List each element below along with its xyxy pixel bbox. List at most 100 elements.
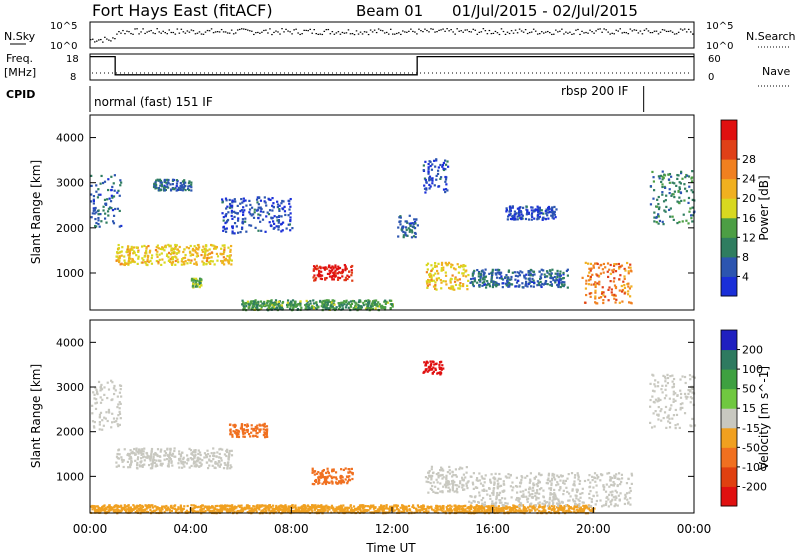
data-cell xyxy=(344,301,348,304)
data-cell xyxy=(584,261,587,264)
data-cell xyxy=(334,264,337,267)
data-cell xyxy=(311,510,314,513)
noise-mark xyxy=(583,32,585,34)
nave-label: Nave xyxy=(762,65,790,78)
noise-mark xyxy=(190,29,193,31)
data-cell xyxy=(424,476,428,479)
data-cell xyxy=(351,299,355,303)
data-cell xyxy=(283,210,287,213)
data-cell xyxy=(548,505,551,508)
data-cell xyxy=(174,186,177,190)
data-cell xyxy=(159,179,163,183)
data-cell xyxy=(499,273,502,276)
data-cell xyxy=(523,276,526,279)
data-cell xyxy=(540,285,543,289)
data-cell xyxy=(103,393,106,396)
data-cell xyxy=(676,221,679,225)
data-cell xyxy=(348,479,352,482)
cpid-mode-rbsp: rbsp 200 IF xyxy=(561,84,628,98)
data-cell xyxy=(189,251,192,254)
data-cell xyxy=(547,472,551,475)
data-cell xyxy=(615,298,618,301)
noise-mark xyxy=(357,33,360,35)
data-cell xyxy=(447,261,451,264)
data-cell xyxy=(118,384,122,387)
data-cell xyxy=(452,479,455,482)
data-cell xyxy=(517,504,521,508)
data-cell xyxy=(130,509,133,512)
data-cell xyxy=(117,425,120,428)
noise-mark xyxy=(657,33,660,35)
data-cell xyxy=(167,181,170,184)
noise-mark xyxy=(154,32,156,35)
data-cell xyxy=(188,510,191,514)
data-cell xyxy=(139,504,142,507)
data-cell xyxy=(185,509,188,512)
data-cell xyxy=(415,510,418,513)
data-cell xyxy=(155,183,158,187)
data-cell xyxy=(112,195,116,198)
data-cell xyxy=(571,498,575,501)
data-cell xyxy=(319,267,322,270)
data-cell xyxy=(230,209,234,212)
data-cell xyxy=(116,395,119,398)
data-cell xyxy=(189,254,192,257)
data-cell xyxy=(524,488,527,491)
data-cell xyxy=(259,210,262,213)
noise-mark xyxy=(538,33,541,35)
data-cell xyxy=(522,505,525,509)
data-cell xyxy=(259,424,262,427)
data-cell xyxy=(343,263,346,267)
data-cell xyxy=(414,232,417,235)
data-cell xyxy=(329,266,333,269)
data-cell xyxy=(156,464,159,467)
data-cell xyxy=(148,457,151,460)
data-cell xyxy=(278,204,281,207)
data-cell xyxy=(514,285,517,288)
data-cell xyxy=(198,280,201,283)
data-cell xyxy=(116,423,119,426)
data-cell xyxy=(406,509,409,513)
data-cell xyxy=(433,184,436,187)
data-cell xyxy=(288,223,292,226)
data-cell xyxy=(175,182,179,185)
noise-mark xyxy=(567,32,569,34)
data-cell xyxy=(618,278,621,281)
data-cell xyxy=(142,258,145,262)
data-cell xyxy=(261,424,264,427)
noise-mark xyxy=(500,28,503,30)
data-cell xyxy=(250,307,254,310)
data-cell xyxy=(98,420,101,424)
data-cell xyxy=(279,306,282,309)
noise-mark xyxy=(369,29,372,31)
data-cell xyxy=(111,421,114,424)
data-cell xyxy=(388,507,391,511)
data-cell xyxy=(250,427,253,430)
data-cell xyxy=(374,307,377,310)
data-cell xyxy=(207,507,210,510)
data-cell xyxy=(98,416,102,419)
data-cell xyxy=(265,204,268,207)
data-cell xyxy=(517,510,520,513)
data-cell xyxy=(267,505,270,509)
data-cell xyxy=(232,200,236,203)
data-cell xyxy=(102,205,105,208)
data-cell xyxy=(441,477,444,480)
data-cell xyxy=(461,511,464,514)
data-cell xyxy=(599,272,603,275)
data-cell xyxy=(223,453,227,456)
data-cell xyxy=(517,212,521,215)
data-cell xyxy=(462,272,465,275)
data-cell xyxy=(328,506,331,509)
data-cell xyxy=(476,510,479,513)
data-cell xyxy=(596,302,599,305)
data-cell xyxy=(149,249,152,252)
noise-mark xyxy=(385,31,388,34)
data-cell xyxy=(404,233,407,236)
data-cell xyxy=(256,306,259,309)
data-cell xyxy=(563,283,566,286)
data-cell xyxy=(98,428,101,431)
data-cell xyxy=(127,466,130,469)
data-cell xyxy=(231,225,234,228)
data-cell xyxy=(532,285,535,288)
